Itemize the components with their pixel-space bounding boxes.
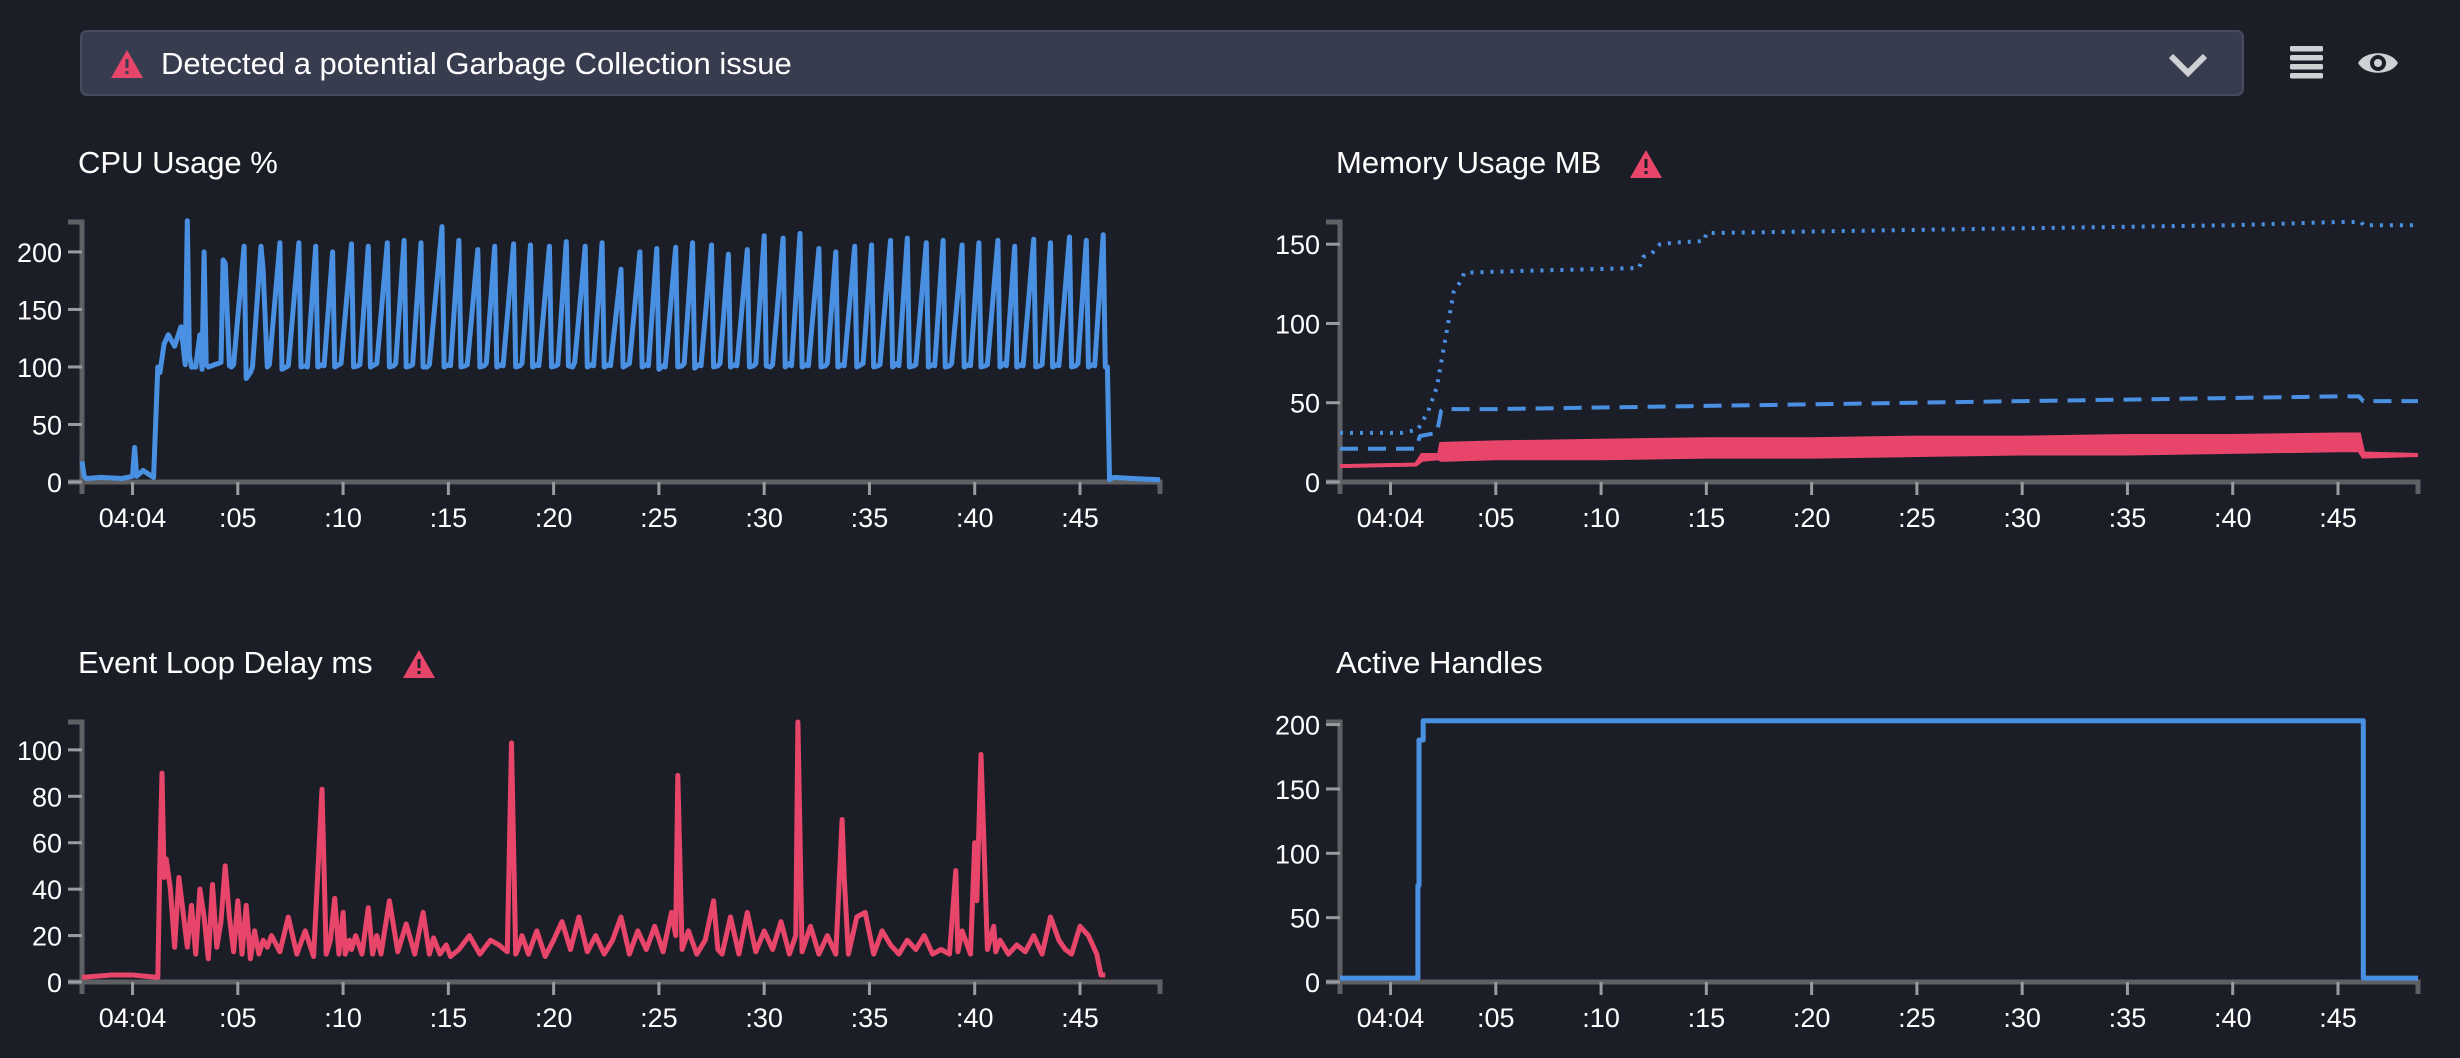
- eye-icon[interactable]: [2357, 48, 2399, 78]
- x-axis: [1326, 479, 2421, 494]
- x-axis: [68, 479, 1163, 494]
- handles-chart-title: Active Handles: [1336, 645, 1543, 680]
- y-tick-label: 100: [1275, 309, 1320, 339]
- y-tick-label: 150: [1275, 230, 1320, 260]
- memory-chart-title: Memory Usage MB: [1336, 145, 1602, 180]
- x-tick-label: :25: [1898, 503, 1936, 533]
- y-tick-label: 0: [47, 468, 62, 498]
- chevron-down-icon[interactable]: [2168, 52, 2208, 78]
- list-icon[interactable]: [2290, 46, 2323, 79]
- x-tick-label: :30: [745, 1003, 783, 1033]
- x-tick-label: 04:04: [1357, 503, 1425, 533]
- warning-triangle-icon: [111, 50, 143, 78]
- y-axis: [1326, 719, 1343, 994]
- x-tick-label: :30: [745, 503, 783, 533]
- y-tick-label: 40: [32, 875, 62, 905]
- series-line: [79, 218, 1161, 483]
- x-tick-label: 04:04: [99, 503, 167, 533]
- y-tick-label: 50: [1290, 904, 1320, 934]
- x-tick-label: :45: [1061, 1003, 1099, 1033]
- x-tick-label: :20: [1793, 503, 1831, 533]
- x-tick-label: :20: [535, 1003, 573, 1033]
- y-axis: [68, 219, 85, 494]
- x-tick-label: :25: [1898, 1003, 1936, 1033]
- y-tick-label: 150: [1275, 775, 1320, 805]
- y-tick-label: 200: [17, 238, 62, 268]
- y-tick-label: 0: [1305, 468, 1320, 498]
- x-tick-label: :15: [1688, 503, 1726, 533]
- memory-warning-icon[interactable]: [1629, 149, 1663, 179]
- event-loop-warning-icon[interactable]: [402, 649, 436, 679]
- x-tick-label: :10: [324, 1003, 362, 1033]
- x-tick-label: :45: [2319, 503, 2357, 533]
- x-tick-label: :05: [1477, 1003, 1515, 1033]
- x-tick-label: :10: [324, 503, 362, 533]
- x-tick-label: :05: [1477, 503, 1515, 533]
- alert-message: Detected a potential Garbage Collection …: [161, 46, 792, 81]
- y-tick-label: 150: [17, 295, 62, 325]
- series-band: [1339, 432, 2419, 469]
- x-tick-label: :15: [430, 503, 468, 533]
- y-axis: [68, 719, 85, 994]
- x-tick-label: :45: [2319, 1003, 2357, 1033]
- x-tick-label: :25: [640, 1003, 678, 1033]
- x-axis: [68, 979, 1163, 994]
- y-tick-label: 50: [1290, 389, 1320, 419]
- x-tick-label: :30: [2003, 503, 2041, 533]
- series-line: [81, 719, 1106, 980]
- alert-bar[interactable]: Detected a potential Garbage Collection …: [80, 30, 2244, 96]
- x-tick-label: :05: [219, 1003, 257, 1033]
- x-tick-label: :25: [640, 503, 678, 533]
- x-tick-label: :20: [1793, 1003, 1831, 1033]
- x-tick-label: :35: [2109, 503, 2147, 533]
- x-tick-label: :10: [1582, 1003, 1620, 1033]
- x-tick-label: :35: [851, 503, 889, 533]
- x-tick-label: :35: [2109, 1003, 2147, 1033]
- y-tick-label: 200: [1275, 711, 1320, 741]
- x-tick-label: :15: [430, 1003, 468, 1033]
- x-tick-label: :15: [1688, 1003, 1726, 1033]
- y-tick-label: 80: [32, 782, 62, 812]
- x-tick-label: :40: [956, 503, 994, 533]
- x-tick-label: 04:04: [99, 1003, 167, 1033]
- x-tick-label: :05: [219, 503, 257, 533]
- x-tick-label: :40: [2214, 503, 2252, 533]
- x-tick-label: :30: [2003, 1003, 2041, 1033]
- x-tick-label: :40: [2214, 1003, 2252, 1033]
- y-tick-label: 0: [1305, 968, 1320, 998]
- y-tick-label: 100: [1275, 839, 1320, 869]
- y-tick-label: 100: [17, 353, 62, 383]
- x-tick-label: :10: [1582, 503, 1620, 533]
- y-tick-label: 20: [32, 922, 62, 952]
- cpu-chart-title: CPU Usage %: [78, 145, 278, 180]
- x-tick-label: :40: [956, 1003, 994, 1033]
- x-tick-label: :35: [851, 1003, 889, 1033]
- y-tick-label: 60: [32, 829, 62, 859]
- x-axis: [1326, 979, 2421, 994]
- event-loop-chart-title: Event Loop Delay ms: [78, 645, 373, 680]
- x-tick-label: :20: [535, 503, 573, 533]
- y-tick-label: 50: [32, 410, 62, 440]
- y-tick-label: 100: [17, 736, 62, 766]
- y-tick-label: 0: [47, 968, 62, 998]
- x-tick-label: :45: [1061, 503, 1099, 533]
- series-line: [1340, 718, 2418, 981]
- x-tick-label: 04:04: [1357, 1003, 1425, 1033]
